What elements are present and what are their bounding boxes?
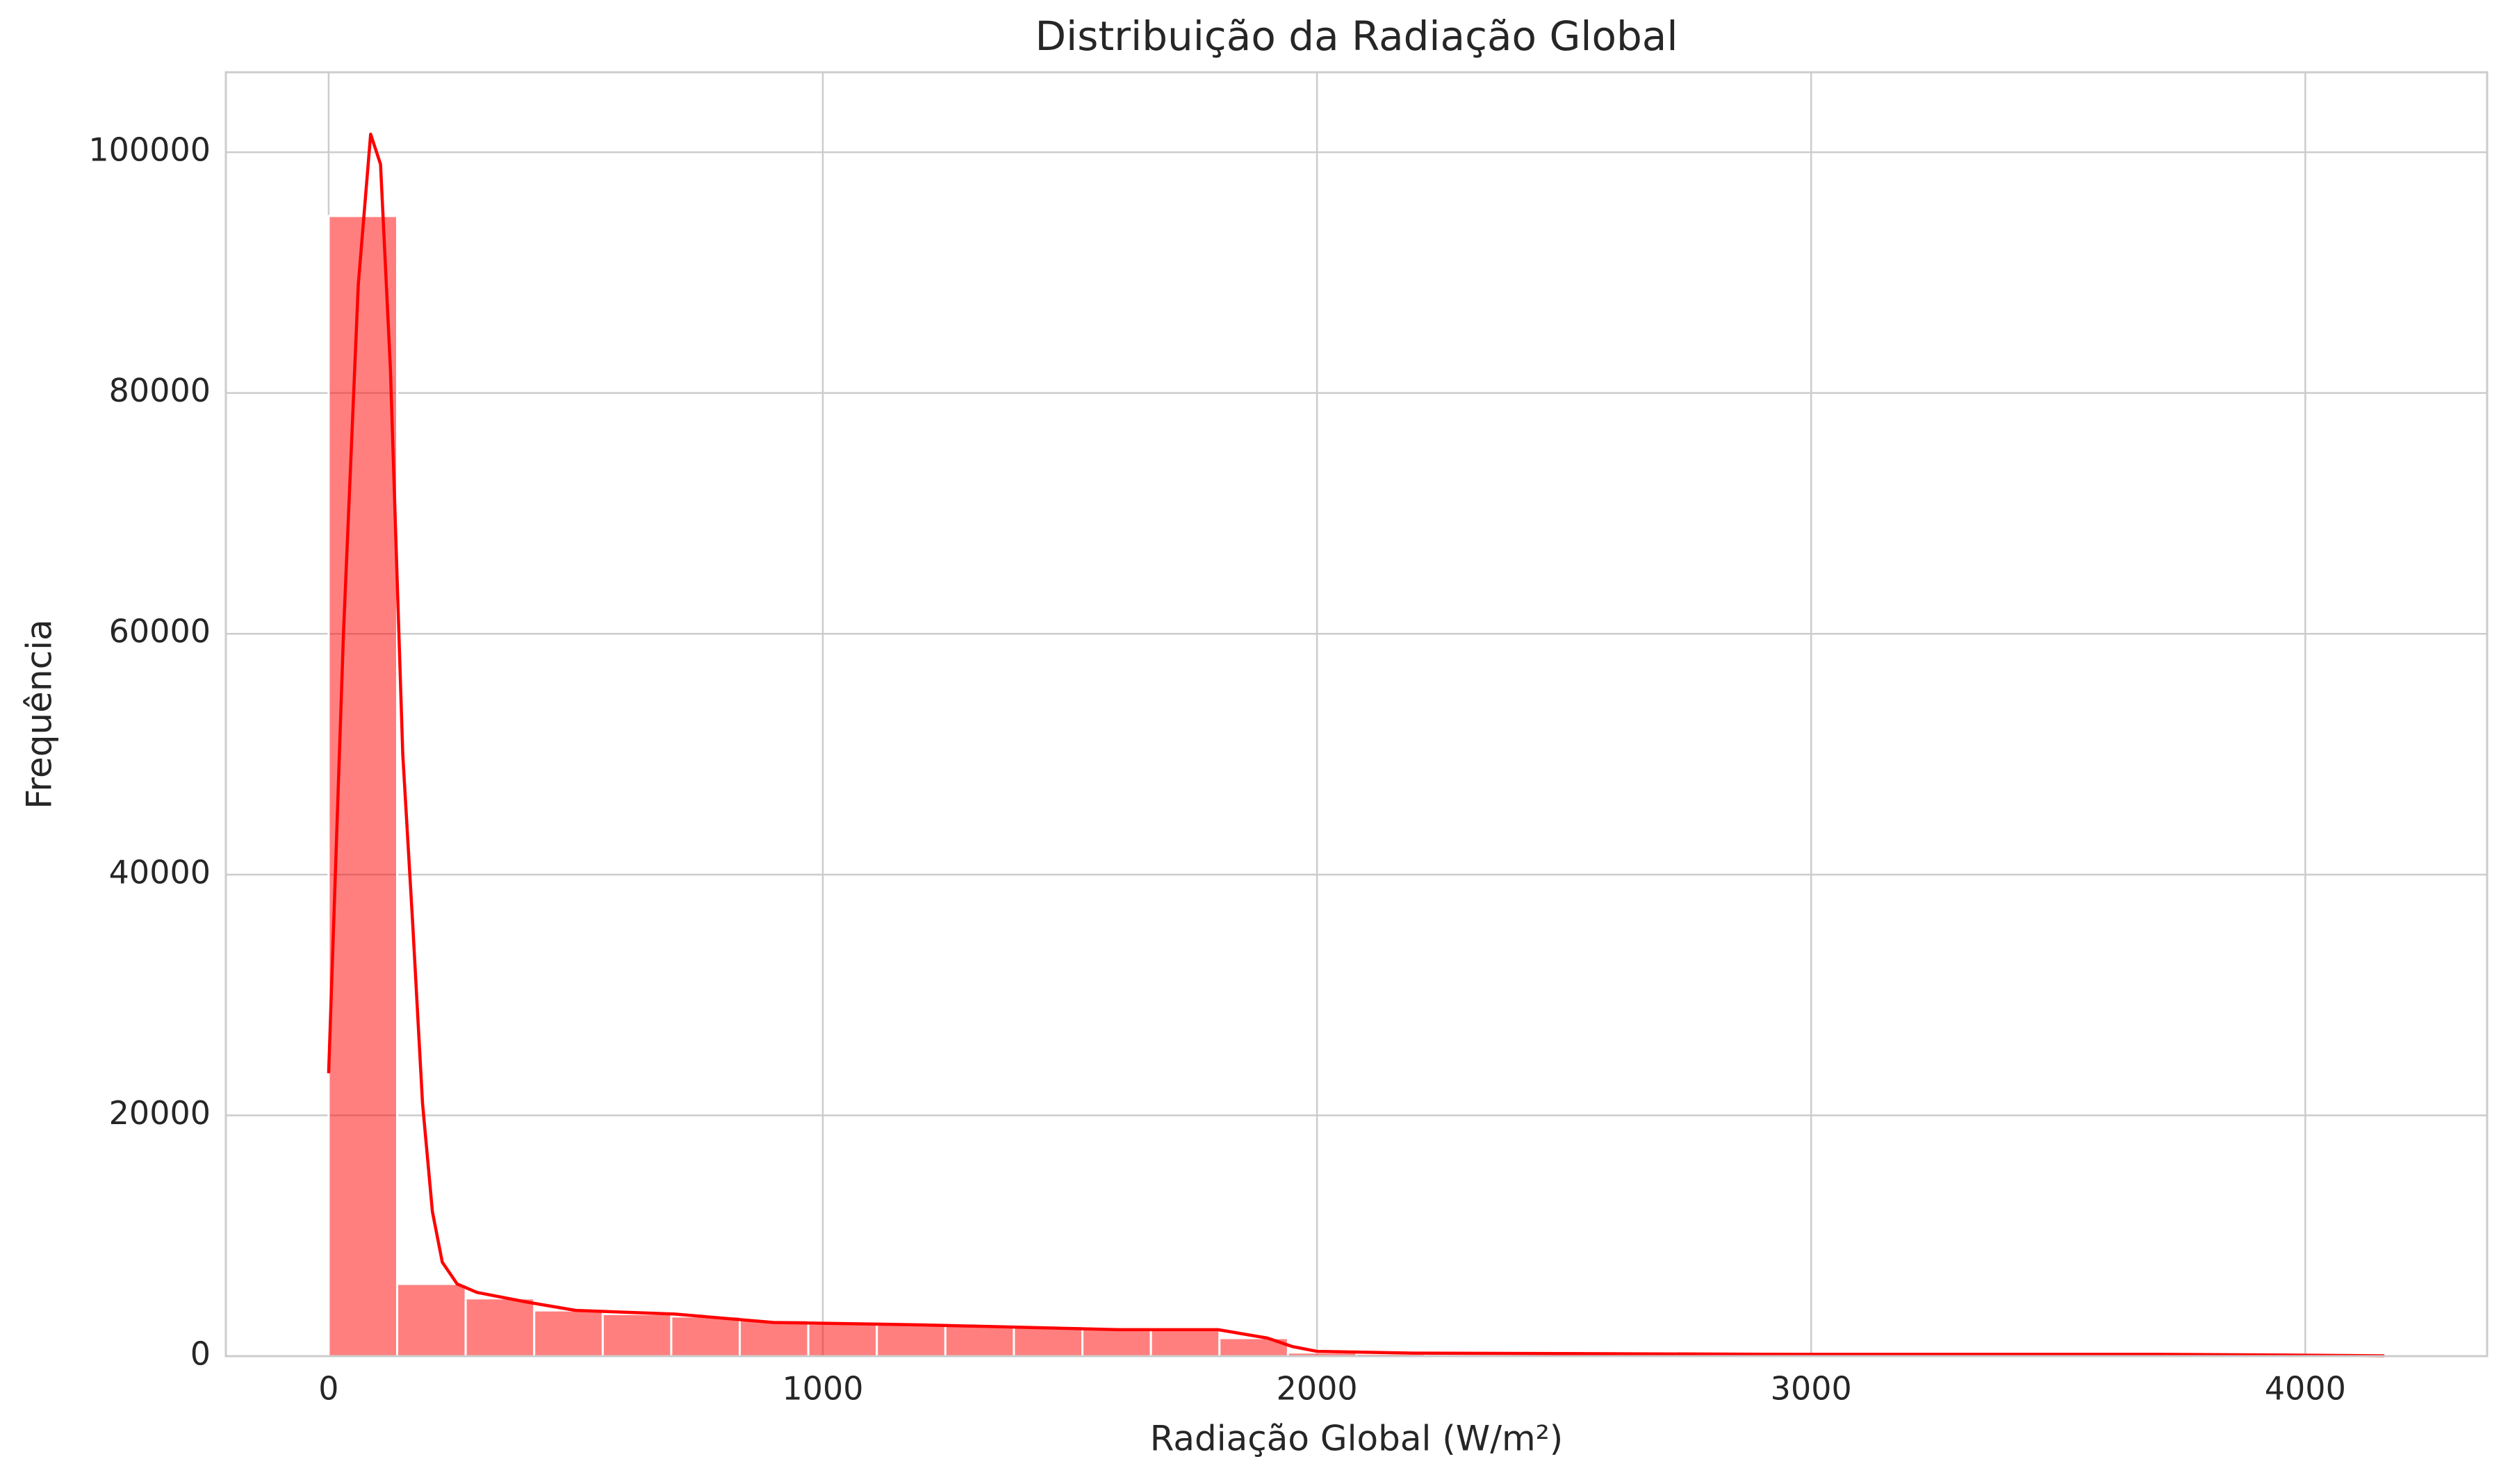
x-tick-label: 4000 [2265, 1370, 2346, 1408]
histogram-bar [876, 1322, 946, 1358]
histogram-bar [944, 1324, 1015, 1358]
x-tick-label: 1000 [782, 1370, 863, 1408]
y-tick-label: 0 [190, 1335, 211, 1373]
histogram-bar [670, 1315, 741, 1358]
histogram-bar [396, 1283, 467, 1358]
chart-title: Distribuição da Radiação Global [1035, 13, 1678, 60]
x-axis-label: Radiação Global (W/m²) [1150, 1419, 1564, 1459]
histogram-bar [464, 1297, 536, 1358]
histogram-bar [327, 215, 399, 1358]
histogram-bar [1013, 1325, 1084, 1358]
x-tick-label: 0 [318, 1370, 338, 1408]
histogram-bar [1149, 1328, 1221, 1358]
y-tick-label: 60000 [109, 613, 211, 650]
y-axis-label: Frequência [19, 619, 60, 809]
kde-line [327, 132, 2385, 1358]
y-tick-label: 100000 [88, 131, 211, 169]
x-tick-label: 2000 [1277, 1370, 1358, 1408]
axes-frame [224, 71, 2489, 1358]
histogram-bar [807, 1322, 878, 1358]
histogram-bar [533, 1309, 604, 1358]
y-tick-label: 40000 [109, 853, 211, 891]
histogram-bar [739, 1319, 810, 1358]
histogram-bar [601, 1312, 673, 1358]
histogram-bar [1081, 1326, 1152, 1358]
y-tick-label: 80000 [109, 372, 211, 409]
x-tick-label: 3000 [1771, 1370, 1852, 1408]
y-tick-label: 20000 [109, 1094, 211, 1132]
